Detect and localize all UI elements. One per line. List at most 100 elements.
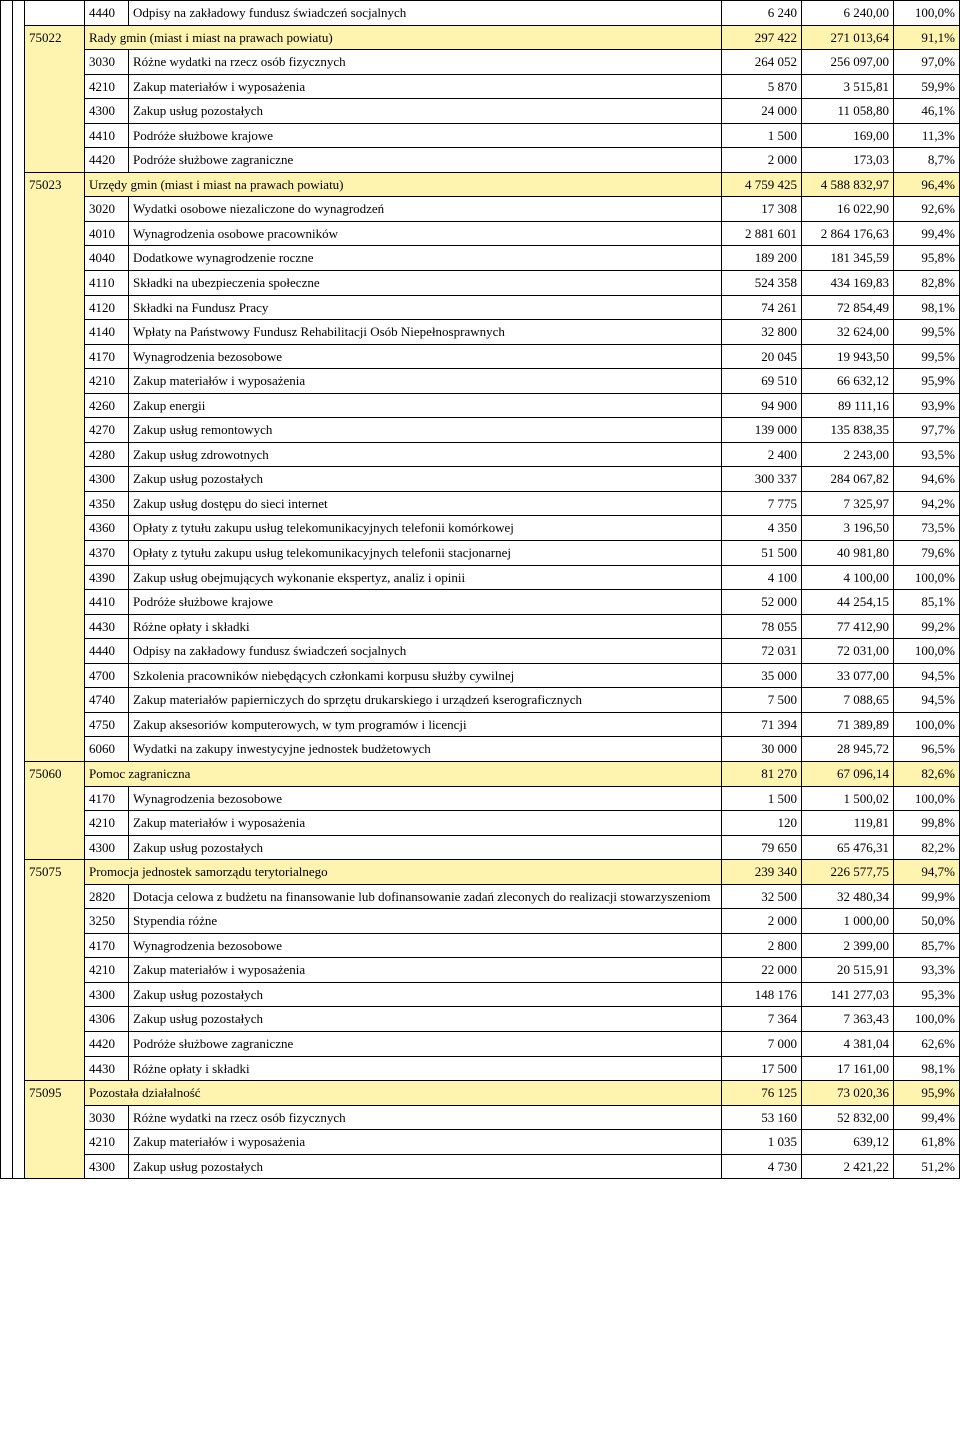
paragraph-code: 3020: [85, 197, 129, 222]
value-plan: 4 100: [722, 565, 802, 590]
value-plan: 120: [722, 811, 802, 836]
value-actual: 256 097,00: [802, 50, 894, 75]
table-row: 4260Zakup energii94 90089 111,1693,9%: [1, 393, 960, 418]
section-code: 75060: [25, 761, 85, 859]
value-percent: 96,5%: [894, 737, 960, 762]
row-desc: Zakup usług obejmujących wykonanie ekspe…: [129, 565, 722, 590]
table-row: 4170Wynagrodzenia bezosobowe1 5001 500,0…: [1, 786, 960, 811]
paragraph-code: 4420: [85, 1031, 129, 1056]
value-actual: 16 022,90: [802, 197, 894, 222]
value-plan: 7 000: [722, 1031, 802, 1056]
section-desc: Urzędy gmin (miast i miast na prawach po…: [85, 172, 722, 197]
row-desc: Zakup energii: [129, 393, 722, 418]
row-desc: Stypendia różne: [129, 909, 722, 934]
value-plan: 69 510: [722, 369, 802, 394]
row-desc: Podróże służbowe krajowe: [129, 123, 722, 148]
section-desc: Rady gmin (miast i miast na prawach powi…: [85, 25, 722, 50]
value-plan: 78 055: [722, 614, 802, 639]
paragraph-code: 4270: [85, 418, 129, 443]
value-actual: 32 624,00: [802, 320, 894, 345]
table-row: 4430Różne opłaty i składki17 50017 161,0…: [1, 1056, 960, 1081]
paragraph-code: 3250: [85, 909, 129, 934]
paragraph-code: 4170: [85, 786, 129, 811]
value-plan: 7 775: [722, 491, 802, 516]
value-actual: 52 832,00: [802, 1105, 894, 1130]
value-percent: 100,0%: [894, 712, 960, 737]
value-actual: 33 077,00: [802, 663, 894, 688]
row-desc: Wpłaty na Państwowy Fundusz Rehabilitacj…: [129, 320, 722, 345]
value-plan: 35 000: [722, 663, 802, 688]
value-actual: 89 111,16: [802, 393, 894, 418]
paragraph-code: 4750: [85, 712, 129, 737]
paragraph-code: 4300: [85, 835, 129, 860]
row-desc: Podróże służbowe zagraniczne: [129, 148, 722, 173]
row-desc: Zakup materiałów i wyposażenia: [129, 1130, 722, 1155]
paragraph-code: 4170: [85, 344, 129, 369]
table-row: 4420Podróże służbowe zagraniczne7 0004 3…: [1, 1031, 960, 1056]
value-percent: 97,0%: [894, 50, 960, 75]
table-row: 4140Wpłaty na Państwowy Fundusz Rehabili…: [1, 320, 960, 345]
value-plan: 2 881 601: [722, 221, 802, 246]
value-plan: 76 125: [722, 1081, 802, 1106]
value-actual: 7 325,97: [802, 491, 894, 516]
row-desc: Zakup aksesoriów komputerowych, w tym pr…: [129, 712, 722, 737]
row-desc: Składki na Fundusz Pracy: [129, 295, 722, 320]
table-row: 4300Zakup usług pozostałych79 65065 476,…: [1, 835, 960, 860]
row-desc: Wydatki na zakupy inwestycyjne jednostek…: [129, 737, 722, 762]
value-actual: 44 254,15: [802, 590, 894, 615]
row-desc: Wynagrodzenia bezosobowe: [129, 786, 722, 811]
budget-table: 4440Odpisy na zakładowy fundusz świadcze…: [0, 0, 960, 1179]
table-row: 4280Zakup usług zdrowotnych2 4002 243,00…: [1, 442, 960, 467]
value-actual: 3 515,81: [802, 74, 894, 99]
section-row: 75095Pozostała działalność76 12573 020,3…: [1, 1081, 960, 1106]
value-actual: 284 067,82: [802, 467, 894, 492]
value-plan: 17 500: [722, 1056, 802, 1081]
value-actual: 4 100,00: [802, 565, 894, 590]
table-row: 6060Wydatki na zakupy inwestycyjne jedno…: [1, 737, 960, 762]
paragraph-code: 4210: [85, 958, 129, 983]
value-plan: 2 000: [722, 148, 802, 173]
section-code: 75022: [25, 25, 85, 172]
value-plan: 32 500: [722, 884, 802, 909]
row-desc: Zakup usług pozostałych: [129, 467, 722, 492]
table-row: 4410Podróże służbowe krajowe1 500169,001…: [1, 123, 960, 148]
table-row: 4170Wynagrodzenia bezosobowe2 8002 399,0…: [1, 933, 960, 958]
value-plan: 7 500: [722, 688, 802, 713]
row-desc: Zakup usług pozostałych: [129, 99, 722, 124]
table-row: 4210Zakup materiałów i wyposażenia1 0356…: [1, 1130, 960, 1155]
paragraph-code: 6060: [85, 737, 129, 762]
value-plan: 239 340: [722, 860, 802, 885]
table-row: 4010Wynagrodzenia osobowe pracowników2 8…: [1, 221, 960, 246]
value-actual: 7 088,65: [802, 688, 894, 713]
value-plan: 1 500: [722, 786, 802, 811]
value-actual: 135 838,35: [802, 418, 894, 443]
table-row: 4700Szkolenia pracowników niebędących cz…: [1, 663, 960, 688]
table-row: 4306Zakup usług pozostałych7 3647 363,43…: [1, 1007, 960, 1032]
value-plan: 20 045: [722, 344, 802, 369]
row-desc: Zakup usług pozostałych: [129, 982, 722, 1007]
value-percent: 98,1%: [894, 295, 960, 320]
row-desc: Zakup materiałów i wyposażenia: [129, 958, 722, 983]
value-actual: 4 381,04: [802, 1031, 894, 1056]
value-plan: 4 350: [722, 516, 802, 541]
value-actual: 271 013,64: [802, 25, 894, 50]
table-row: 4040Dodatkowe wynagrodzenie roczne189 20…: [1, 246, 960, 271]
table-row: 4210Zakup materiałów i wyposażenia69 510…: [1, 369, 960, 394]
paragraph-code: 4040: [85, 246, 129, 271]
value-actual: 32 480,34: [802, 884, 894, 909]
paragraph-code: 4390: [85, 565, 129, 590]
row-desc: Zakup usług zdrowotnych: [129, 442, 722, 467]
value-plan: 300 337: [722, 467, 802, 492]
value-percent: 95,3%: [894, 982, 960, 1007]
paragraph-code: 4210: [85, 369, 129, 394]
value-percent: 59,9%: [894, 74, 960, 99]
value-plan: 2 400: [722, 442, 802, 467]
section-code: 75075: [25, 860, 85, 1081]
row-desc: Różne wydatki na rzecz osób fizycznych: [129, 1105, 722, 1130]
table-row: 4270Zakup usług remontowych139 000135 83…: [1, 418, 960, 443]
table-row: 4300Zakup usług pozostałych300 337284 06…: [1, 467, 960, 492]
value-plan: 17 308: [722, 197, 802, 222]
value-plan: 22 000: [722, 958, 802, 983]
table-row: 4300Zakup usług pozostałych148 176141 27…: [1, 982, 960, 1007]
value-actual: 1 000,00: [802, 909, 894, 934]
